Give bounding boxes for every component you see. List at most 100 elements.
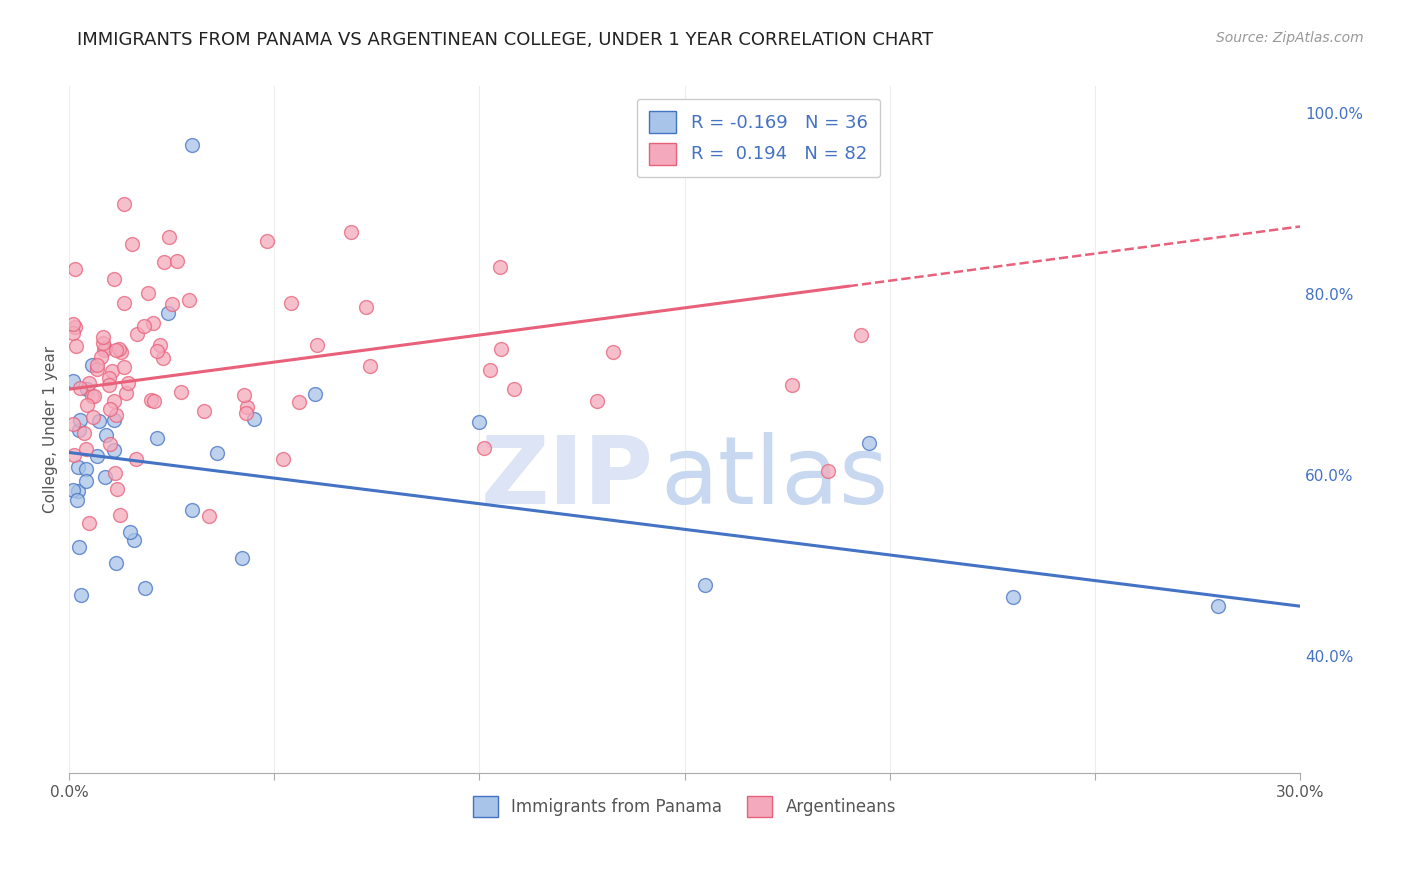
Point [90, 351, 112, 365]
Point [1001, 590, 1024, 604]
Point [67, 540, 90, 554]
Point [94, 470, 117, 484]
Point [104, 408, 127, 422]
Point [89, 414, 111, 428]
Point [93, 329, 115, 343]
Point [602, 345, 624, 359]
Point [66, 483, 89, 498]
Point [62, 374, 84, 388]
Point [112, 196, 135, 211]
Point [86, 449, 108, 463]
Point [695, 578, 717, 592]
Point [121, 237, 143, 252]
Point [110, 345, 132, 359]
Point [489, 260, 512, 275]
Point [152, 351, 174, 366]
Point [143, 394, 166, 409]
Point [851, 327, 873, 342]
Point [478, 363, 501, 377]
Point [97, 378, 120, 392]
Point [472, 441, 495, 455]
Point [82, 409, 104, 424]
Point [101, 364, 124, 378]
Point [62, 317, 84, 331]
Point [86, 362, 108, 376]
Point [305, 338, 328, 352]
Point [138, 286, 160, 301]
Point [243, 412, 266, 426]
Point [586, 394, 609, 409]
Text: ZIP: ZIP [481, 432, 654, 524]
Point [93, 343, 115, 357]
Point [118, 525, 141, 540]
Point [160, 297, 183, 311]
Point [110, 508, 132, 522]
Point [354, 301, 377, 315]
Point [77, 516, 100, 530]
Point [489, 343, 512, 357]
Point [103, 413, 125, 427]
Point [503, 382, 526, 396]
Text: IMMIGRANTS FROM PANAMA VS ARGENTINEAN COLLEGE, UNDER 1 YEAR CORRELATION CHART: IMMIGRANTS FROM PANAMA VS ARGENTINEAN CO… [77, 31, 934, 49]
Point [157, 230, 180, 244]
Point [288, 394, 311, 409]
Point [468, 415, 491, 429]
Point [93, 341, 115, 355]
Point [76, 382, 98, 396]
Point [125, 326, 148, 341]
Point [82, 389, 104, 403]
Point [139, 393, 162, 408]
Point [70, 589, 93, 603]
Point [69, 413, 91, 427]
Point [207, 446, 229, 460]
Point [103, 442, 125, 457]
Point [340, 225, 363, 239]
Point [235, 406, 257, 420]
Point [69, 381, 91, 395]
Point [112, 360, 135, 375]
Point [103, 272, 125, 286]
Point [193, 403, 215, 417]
Point [66, 459, 89, 474]
Point [105, 482, 128, 496]
Point [233, 387, 256, 401]
Point [98, 402, 121, 417]
Point [122, 533, 145, 547]
Point [75, 461, 97, 475]
Point [817, 464, 839, 478]
Point [304, 387, 326, 401]
Point [104, 467, 127, 481]
Point [231, 551, 253, 566]
Point [112, 296, 135, 310]
Point [77, 376, 100, 390]
Point [166, 253, 188, 268]
Legend: Immigrants from Panama, Argentineans: Immigrants from Panama, Argentineans [467, 789, 903, 823]
Point [181, 503, 204, 517]
Point [105, 343, 128, 357]
Y-axis label: College, Under 1 year: College, Under 1 year [44, 346, 58, 514]
Point [63, 261, 86, 276]
Point [62, 326, 84, 340]
Point [858, 436, 880, 450]
Point [86, 358, 108, 372]
Point [63, 320, 86, 334]
Point [1206, 599, 1229, 614]
Point [132, 318, 155, 333]
Point [104, 556, 127, 570]
Point [97, 371, 120, 385]
Point [62, 417, 84, 432]
Point [280, 296, 302, 310]
Point [63, 448, 86, 462]
Text: atlas: atlas [659, 432, 889, 524]
Point [75, 442, 97, 456]
Point [197, 509, 219, 524]
Point [235, 400, 257, 414]
Point [66, 492, 89, 507]
Point [73, 425, 96, 440]
Point [359, 359, 381, 373]
Point [75, 474, 97, 488]
Point [65, 339, 87, 353]
Point [103, 393, 125, 408]
Point [134, 581, 156, 595]
Point [146, 344, 169, 359]
